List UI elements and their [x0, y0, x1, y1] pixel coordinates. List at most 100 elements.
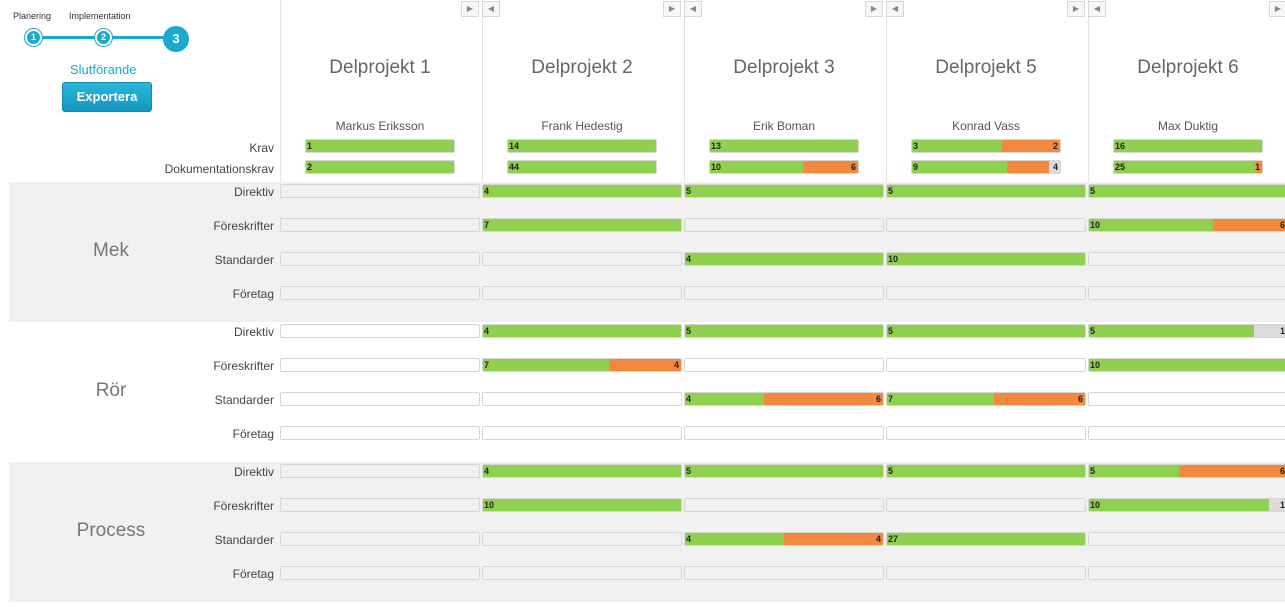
collapse-right-icon[interactable]: ▶: [1067, 1, 1085, 17]
progress-bar[interactable]: [886, 498, 1086, 512]
collapse-right-icon[interactable]: ▶: [865, 1, 883, 17]
step-2[interactable]: 2: [97, 31, 110, 44]
progress-bar[interactable]: [684, 566, 884, 580]
export-button[interactable]: Exportera: [62, 82, 152, 112]
progress-bar[interactable]: [886, 218, 1086, 232]
progress-bar[interactable]: [280, 324, 480, 338]
done-count: 13: [711, 141, 722, 151]
step-1[interactable]: 1: [27, 31, 40, 44]
collapse-right-icon[interactable]: ▶: [461, 1, 479, 17]
progress-bar[interactable]: 5: [1088, 184, 1285, 198]
collapse-left-icon[interactable]: ◀: [684, 1, 702, 17]
progress-bar[interactable]: [280, 184, 480, 198]
progress-bar[interactable]: [280, 218, 480, 232]
progress-bar[interactable]: [482, 566, 682, 580]
progress-bar[interactable]: [280, 426, 480, 440]
done-count: 7: [888, 394, 894, 404]
progress-bar[interactable]: 13: [709, 139, 859, 153]
progress-bar[interactable]: 5: [886, 184, 1086, 198]
progress-bar[interactable]: [1088, 566, 1285, 580]
progress-bar[interactable]: [684, 286, 884, 300]
progress-bar[interactable]: [684, 426, 884, 440]
progress-bar[interactable]: 4: [684, 252, 884, 266]
progress-bar[interactable]: [482, 532, 682, 546]
done-segment: [483, 499, 681, 511]
progress-bar[interactable]: [1088, 532, 1285, 546]
done-count: 7: [484, 360, 490, 370]
progress-bar[interactable]: 5: [684, 324, 884, 338]
progress-bar[interactable]: 10 1: [1088, 498, 1285, 512]
progress-bar[interactable]: 4: [482, 324, 682, 338]
step-label-planering: Planering: [13, 11, 52, 21]
progress-bar[interactable]: 10: [886, 252, 1086, 266]
progress-bar[interactable]: 44: [507, 160, 657, 174]
step-3-current[interactable]: 3: [163, 26, 189, 52]
collapse-left-icon[interactable]: ◀: [1088, 1, 1106, 17]
category-label: Företag: [232, 567, 274, 581]
current-step-label[interactable]: Slutförande: [70, 62, 137, 77]
progress-bar[interactable]: [280, 532, 480, 546]
done-count: 14: [509, 141, 520, 151]
progress-bar[interactable]: 1: [305, 139, 455, 153]
collapse-right-icon[interactable]: ▶: [1269, 1, 1285, 17]
progress-bar[interactable]: [280, 464, 480, 478]
done-segment: [508, 140, 656, 152]
progress-bar[interactable]: 25 1: [1113, 160, 1263, 174]
progress-bar[interactable]: 14: [507, 139, 657, 153]
progress-bar[interactable]: 4: [482, 464, 682, 478]
progress-bar[interactable]: [684, 218, 884, 232]
progress-bar[interactable]: [482, 426, 682, 440]
progress-bar[interactable]: 10: [482, 498, 682, 512]
progress-bar[interactable]: 5: [684, 184, 884, 198]
progress-bar[interactable]: [684, 358, 884, 372]
done-segment: [306, 161, 454, 173]
done-segment: [483, 325, 681, 337]
progress-bar[interactable]: [482, 392, 682, 406]
progress-bar[interactable]: [280, 358, 480, 372]
progress-bar[interactable]: [886, 286, 1086, 300]
progress-bar[interactable]: 5: [684, 464, 884, 478]
progress-bar[interactable]: [886, 358, 1086, 372]
progress-bar[interactable]: 10 6: [709, 160, 859, 174]
progress-bar[interactable]: 16: [1113, 139, 1263, 153]
progress-bar[interactable]: [886, 426, 1086, 440]
progress-bar[interactable]: [1088, 286, 1285, 300]
progress-bar[interactable]: 5: [886, 464, 1086, 478]
collapse-left-icon[interactable]: ◀: [886, 1, 904, 17]
progress-bar[interactable]: [280, 392, 480, 406]
progress-bar[interactable]: [280, 498, 480, 512]
progress-bar[interactable]: [1088, 392, 1285, 406]
progress-bar[interactable]: 4: [482, 184, 682, 198]
project-lead: Markus Eriksson: [335, 119, 425, 133]
progress-bar[interactable]: 10: [1088, 358, 1285, 372]
pending-count: 6: [875, 394, 881, 404]
done-segment: [912, 140, 1001, 152]
progress-bar[interactable]: [280, 252, 480, 266]
progress-bar[interactable]: [886, 566, 1086, 580]
progress-bar[interactable]: [280, 566, 480, 580]
progress-bar[interactable]: 5: [886, 324, 1086, 338]
progress-bar[interactable]: [1088, 426, 1285, 440]
pending-count: 4: [673, 360, 679, 370]
progress-bar[interactable]: [684, 498, 884, 512]
progress-bar[interactable]: 7: [482, 218, 682, 232]
progress-bar[interactable]: [280, 286, 480, 300]
collapse-right-icon[interactable]: ▶: [663, 1, 681, 17]
progress-bar[interactable]: [482, 286, 682, 300]
progress-bar[interactable]: 2: [305, 160, 455, 174]
category-label: Föreskrifter: [213, 219, 274, 233]
progress-bar[interactable]: 27: [886, 532, 1086, 546]
progress-bar[interactable]: 10 6: [1088, 218, 1285, 232]
progress-bar[interactable]: [482, 252, 682, 266]
progress-bar[interactable]: [1088, 252, 1285, 266]
collapse-left-icon[interactable]: ◀: [482, 1, 500, 17]
pending-count: 6: [1279, 466, 1285, 476]
